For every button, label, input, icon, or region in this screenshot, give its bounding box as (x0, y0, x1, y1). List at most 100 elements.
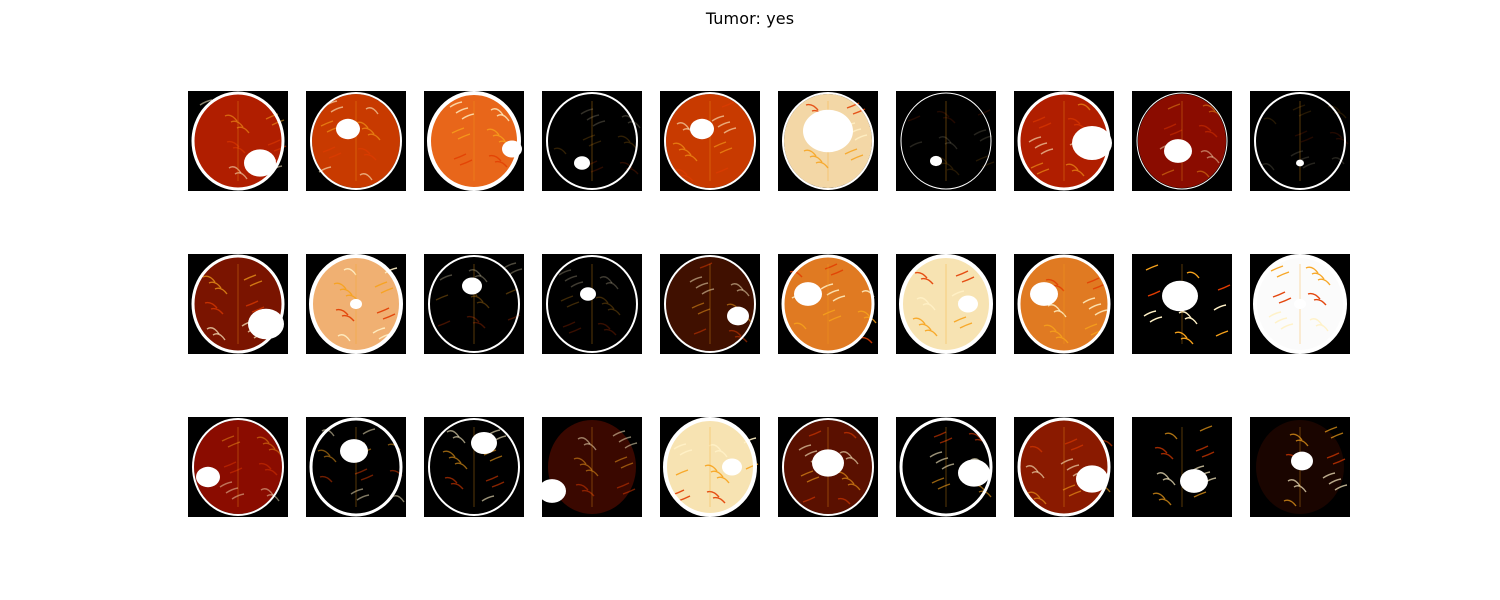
skull-outline (900, 92, 992, 190)
tissue-texture (1274, 317, 1288, 324)
tumor-region (542, 479, 566, 503)
tissue-texture (804, 450, 818, 457)
tissue-texture (486, 128, 500, 136)
tissue-texture (803, 149, 817, 157)
tissue-texture (679, 449, 693, 456)
tumor-region (812, 449, 844, 477)
tissue-texture (1071, 169, 1085, 177)
tissue-texture (356, 494, 370, 501)
tissue-texture (1201, 451, 1215, 458)
tissue-texture (618, 436, 632, 443)
mri-brain-image (660, 91, 760, 191)
tumor-region (574, 156, 590, 170)
mri-brain-image (542, 254, 642, 354)
tissue-texture (1033, 497, 1047, 505)
skull-outline (1136, 92, 1228, 190)
tissue-texture (622, 488, 636, 495)
skull-outline (309, 417, 403, 517)
tissue-texture (616, 482, 630, 489)
tissue-texture (1300, 136, 1314, 143)
tissue-texture (323, 455, 337, 463)
tissue-texture (918, 323, 932, 331)
tissue-texture (844, 148, 858, 155)
tissue-texture (435, 294, 449, 301)
figure-title: Tumor: yes (705, 9, 795, 28)
tissue-texture (267, 139, 281, 146)
tissue-texture (975, 155, 989, 162)
mri-brain-image (660, 417, 760, 517)
tissue-texture (1034, 142, 1048, 149)
tissue-texture (728, 329, 742, 337)
mri-brain-image (896, 254, 996, 354)
tissue-texture (924, 329, 938, 337)
tissue-texture (1158, 498, 1172, 506)
mri-brain-image (188, 417, 288, 517)
tissue-texture (612, 430, 626, 437)
tissue-texture (936, 110, 950, 118)
tissue-texture (1198, 124, 1212, 132)
tissue-texture (229, 467, 243, 474)
tissue-texture (1147, 290, 1161, 297)
tissue-texture (1053, 310, 1067, 318)
mri-brain-image (306, 417, 406, 517)
tissue-texture (450, 482, 464, 490)
mri-brain-image (424, 91, 524, 191)
mri-scan-tile (778, 417, 878, 517)
tissue-texture (317, 449, 331, 457)
tissue-texture (931, 477, 945, 484)
tumor-region (727, 306, 749, 326)
tissue-texture (214, 287, 228, 295)
mri-scan-tile (188, 254, 288, 354)
mri-scan-tile (1132, 254, 1232, 354)
tissue-texture (1289, 433, 1303, 441)
mri-scan-tile (306, 417, 406, 517)
tissue-texture (617, 135, 631, 143)
tissue-texture (951, 290, 965, 297)
mri-brain-image (424, 254, 524, 354)
tissue-texture (328, 152, 342, 159)
tissue-texture (955, 270, 969, 277)
skull-outline (310, 92, 402, 190)
tissue-texture (1204, 130, 1218, 138)
mri-scan-tile (188, 417, 288, 517)
mri-scan-tile (424, 254, 524, 354)
tissue-texture (937, 483, 951, 490)
skull-outline (427, 91, 521, 191)
tissue-texture (1206, 156, 1220, 164)
mri-scan-tile (896, 417, 996, 517)
mri-scan-tile (424, 91, 524, 191)
tissue-texture (719, 147, 733, 154)
mri-scan-tile (660, 254, 760, 354)
tissue-texture (595, 296, 609, 304)
tissue-texture (1326, 452, 1340, 459)
tissue-texture (221, 435, 235, 442)
tissue-texture (343, 268, 357, 276)
tissue-texture (1268, 311, 1282, 318)
tissue-texture (805, 103, 819, 111)
skull-outline (428, 418, 520, 516)
tissue-texture (1290, 150, 1304, 157)
tissue-texture (624, 442, 638, 449)
tissue-texture (680, 174, 694, 182)
tissue-texture (273, 145, 287, 152)
tissue-texture (439, 274, 453, 281)
skull-outline (191, 254, 285, 354)
mri-brain-image (1014, 417, 1114, 517)
tumor-region (794, 282, 822, 306)
tissue-texture (256, 436, 270, 444)
tissue-texture (223, 461, 237, 468)
tissue-texture (1287, 479, 1301, 487)
tissue-texture (490, 108, 504, 116)
tissue-texture (845, 457, 859, 465)
tissue-texture (822, 309, 836, 316)
tissue-texture (1315, 324, 1329, 332)
skull-outline (664, 92, 756, 190)
skull-outline (546, 92, 638, 190)
skull-outline (781, 254, 875, 354)
mri-brain-image (188, 254, 288, 354)
tissue-texture (1038, 122, 1052, 129)
tissue-texture (453, 153, 467, 160)
tissue-texture (843, 431, 857, 439)
tissue-texture (234, 172, 248, 180)
tissue-texture (449, 101, 463, 108)
